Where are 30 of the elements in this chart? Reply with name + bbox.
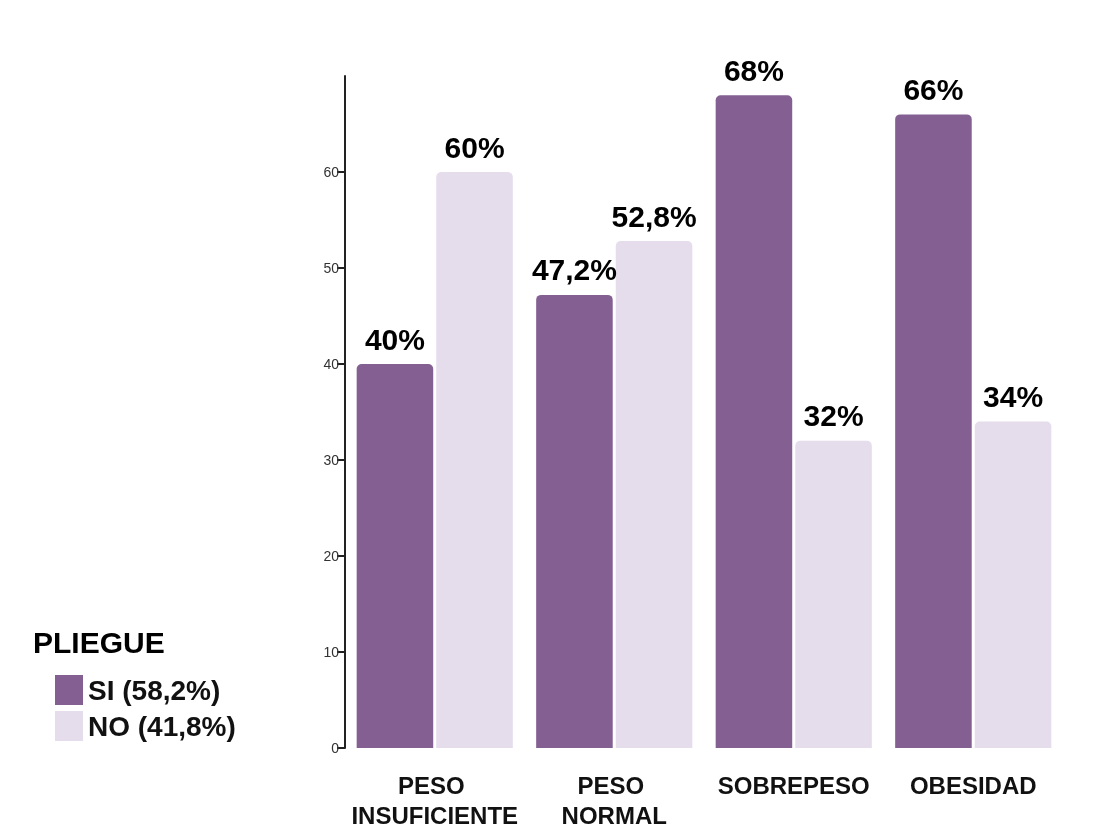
legend-title: PLIEGUE	[33, 625, 165, 659]
x-tick-label: PESO NORMAL	[561, 771, 667, 829]
x-tick-label: PESO INSUFICIENTE	[351, 771, 519, 829]
data-label: 47,2%	[531, 253, 617, 287]
x-tick-label: SOBREPESO	[717, 771, 870, 799]
data-label: 32%	[803, 399, 864, 433]
bar	[436, 172, 513, 748]
y-tick-label: 50	[323, 260, 340, 276]
data-label: 66%	[903, 72, 964, 106]
bar	[795, 440, 872, 748]
bar	[715, 95, 793, 748]
bar	[536, 294, 613, 748]
y-tick-label: 30	[323, 452, 340, 468]
legend-label: NO (41,8%)	[88, 710, 236, 742]
y-tick-label: 40	[323, 356, 340, 372]
y-tick-label: 20	[323, 548, 340, 564]
y-tick-label: 10	[323, 644, 340, 660]
bar	[356, 364, 434, 748]
bar	[895, 114, 972, 748]
y-tick-label: 0	[331, 740, 340, 756]
x-tick-label: OBESIDAD	[909, 771, 1037, 799]
bar	[615, 241, 693, 748]
data-label: 40%	[364, 322, 425, 356]
data-label: 52,8%	[611, 199, 697, 233]
bar	[974, 421, 1052, 748]
data-label: 34%	[983, 380, 1044, 414]
data-label: 60%	[444, 130, 505, 164]
y-tick-label: 60	[323, 164, 340, 180]
data-label: 68%	[723, 53, 784, 87]
legend-label: SI (58,2%)	[88, 674, 221, 706]
